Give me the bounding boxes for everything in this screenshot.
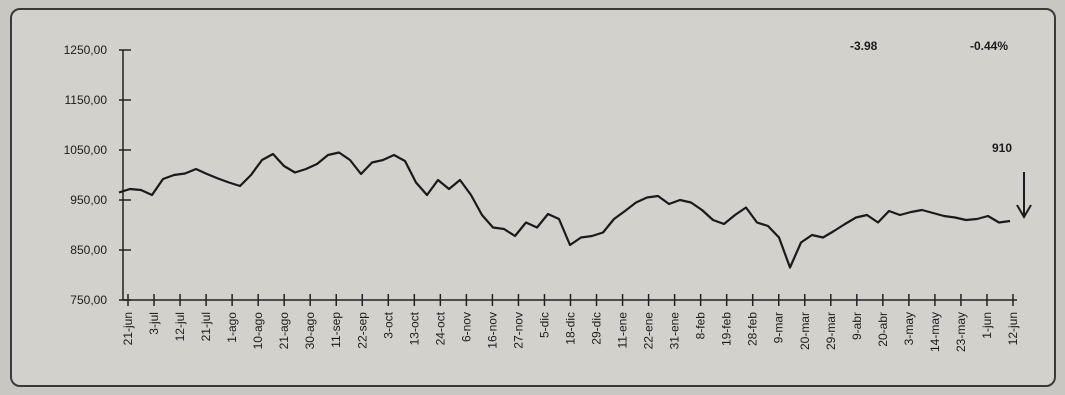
x-tick-label: 12-jul <box>173 312 187 341</box>
x-tick-label: 21-jun <box>121 312 135 345</box>
y-tick-label: 850,00 <box>70 243 107 257</box>
change-absolute-annotation: -3.98 <box>850 39 878 53</box>
x-tick-label: 20-mar <box>798 312 812 350</box>
down-arrow-icon <box>1016 172 1032 219</box>
series-line <box>118 151 1011 269</box>
x-tick-label: 28-feb <box>746 312 760 346</box>
x-tick-label: 19-feb <box>720 312 734 346</box>
x-tick-label: 21-jul <box>199 312 213 341</box>
x-tick-label: 5-dic <box>537 312 551 338</box>
last-value-annotation: 910 <box>992 141 1012 155</box>
y-tick-label: 750,00 <box>70 293 107 307</box>
x-tick-label: 3-oct <box>381 311 395 338</box>
y-tick-label: 1050,00 <box>64 143 108 157</box>
x-tick-label: 18-dic <box>564 312 578 345</box>
x-tick-label: 11-ene <box>616 312 630 349</box>
y-axis: 1250,00 1150,00 1050,00 950,00 850,00 750,00 <box>64 43 131 307</box>
y-tick-label: 1150,00 <box>65 93 108 107</box>
x-tick-label: 1-jun <box>980 312 994 339</box>
x-tick-label: 3-may <box>902 312 916 345</box>
x-axis: 21-jun 3-jul 12-jul 21-jul 1-ago 10-ago 21-ago… <box>121 294 1020 352</box>
series-group <box>118 151 1011 269</box>
x-tick-label: 11-sep <box>329 312 343 348</box>
x-tick-label: 13-oct <box>407 311 421 345</box>
x-tick-label: 29-dic <box>590 312 604 345</box>
x-tick-label: 12-jun <box>1006 312 1020 345</box>
y-tick-label: 950,00 <box>70 193 107 207</box>
x-tick-label: 10-ago <box>251 312 265 350</box>
x-tick-label: 9-abr <box>850 312 864 340</box>
x-tick-label: 22-sep <box>355 312 369 349</box>
x-tick-label: 27-nov <box>511 312 525 349</box>
stock-index-line-chart: 1250,001150,001050,00950,00850,00750,00 … <box>64 39 1032 352</box>
x-tick-label: 23-may <box>954 312 968 352</box>
x-tick-label: 14-may <box>928 312 942 352</box>
x-tick-label: 22-ene <box>642 312 656 350</box>
x-tick-label: 20-abr <box>876 312 890 347</box>
x-tick-label: 16-nov <box>485 312 499 349</box>
x-tick-label: 30-ago <box>303 312 317 350</box>
x-tick-label: 6-nov <box>459 312 473 342</box>
y-tick-label: 1250,00 <box>64 43 108 57</box>
annotations: -3.98 -0.44% 910 <box>850 39 1032 219</box>
change-percent-annotation: -0.44% <box>970 39 1008 53</box>
x-tick-label: 31-ene <box>668 312 682 350</box>
x-tick-label: 9-mar <box>772 312 786 343</box>
x-tick-label: 3-jul <box>147 312 161 335</box>
x-tick-label: 24-oct <box>433 311 447 345</box>
x-tick-label: 8-feb <box>694 312 708 340</box>
x-tick-label: 21-ago <box>277 312 291 350</box>
x-tick-label: 1-ago <box>225 312 239 343</box>
chart-panel: 1250,00 1150,00 1050,00 950,00 850,00 750,00 … <box>10 8 1056 387</box>
x-tick-label: 29-mar <box>824 312 838 350</box>
